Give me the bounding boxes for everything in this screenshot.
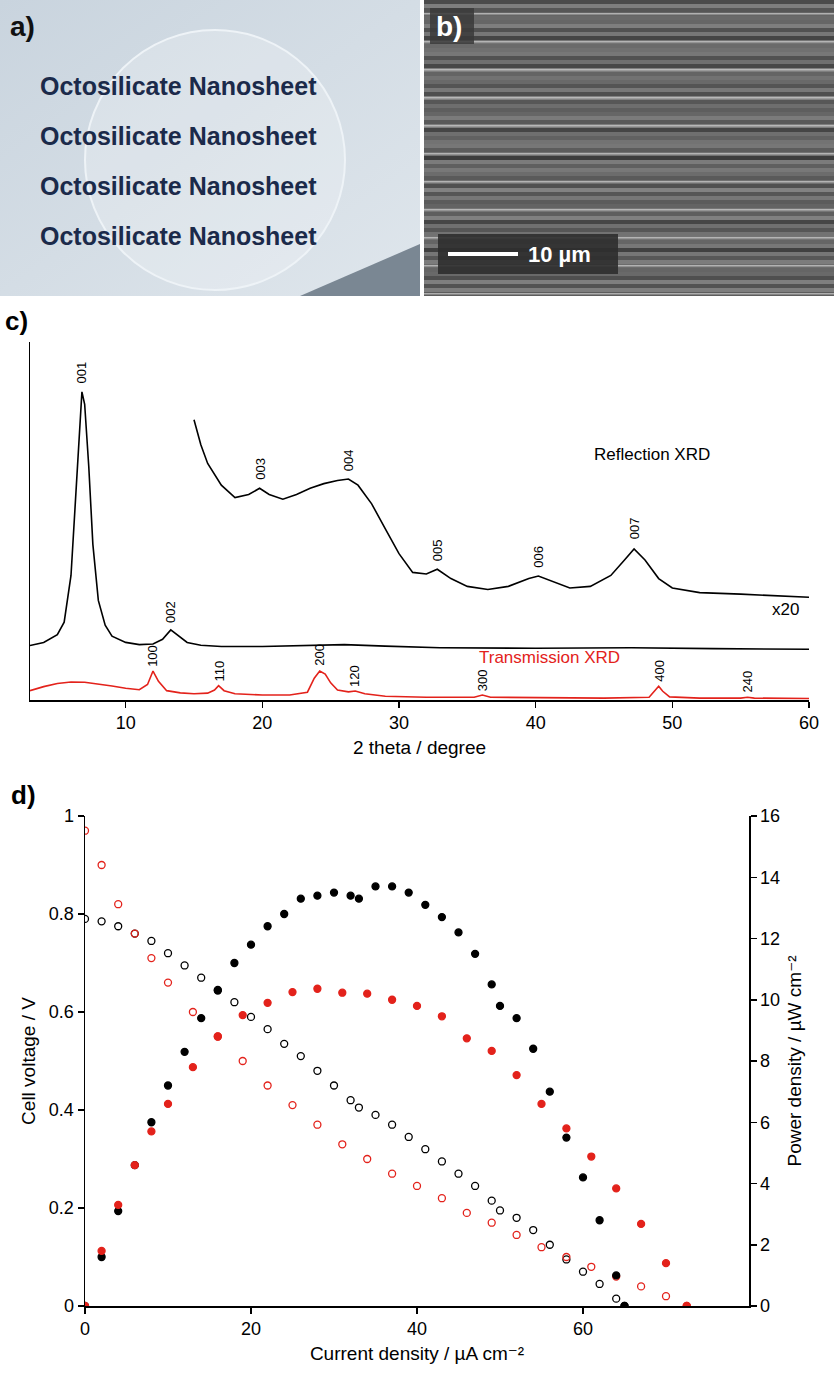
svg-text:005: 005 xyxy=(430,540,445,562)
svg-text:1: 1 xyxy=(64,806,74,826)
svg-text:0: 0 xyxy=(80,1319,90,1339)
svg-text:10 µm: 10 µm xyxy=(528,242,591,267)
svg-text:200: 200 xyxy=(312,644,327,666)
svg-text:120: 120 xyxy=(347,665,362,687)
svg-text:004: 004 xyxy=(341,449,356,471)
svg-text:007: 007 xyxy=(627,518,642,540)
svg-text:006: 006 xyxy=(531,546,546,568)
svg-text:Power density / µW cm⁻²: Power density / µW cm⁻² xyxy=(784,955,805,1166)
svg-text:Octosilicate Nanosheet: Octosilicate Nanosheet xyxy=(40,172,317,200)
svg-text:b): b) xyxy=(436,11,462,42)
svg-text:001: 001 xyxy=(74,362,89,384)
svg-text:20: 20 xyxy=(252,713,272,733)
svg-text:60: 60 xyxy=(799,713,819,733)
svg-text:400: 400 xyxy=(652,660,667,682)
svg-text:0.4: 0.4 xyxy=(49,1100,74,1120)
svg-text:Cell voltage / V: Cell voltage / V xyxy=(18,997,39,1125)
svg-text:Reflection XRD: Reflection XRD xyxy=(594,445,710,464)
svg-text:110: 110 xyxy=(212,661,227,682)
svg-text:Octosilicate Nanosheet: Octosilicate Nanosheet xyxy=(40,72,317,100)
svg-text:300: 300 xyxy=(475,670,490,692)
svg-text:Octosilicate Nanosheet: Octosilicate Nanosheet xyxy=(40,122,317,150)
svg-text:20: 20 xyxy=(241,1319,261,1339)
svg-text:0: 0 xyxy=(760,1296,770,1316)
svg-text:12: 12 xyxy=(760,929,780,949)
svg-text:50: 50 xyxy=(662,713,682,733)
svg-text:Current density / µA cm⁻²: Current density / µA cm⁻² xyxy=(310,1343,524,1364)
svg-text:0.2: 0.2 xyxy=(49,1198,74,1218)
svg-text:10: 10 xyxy=(760,990,780,1010)
svg-text:x20: x20 xyxy=(772,600,799,619)
svg-text:0: 0 xyxy=(64,1296,74,1316)
svg-text:60: 60 xyxy=(573,1319,593,1339)
svg-text:Octosilicate Nanosheet: Octosilicate Nanosheet xyxy=(40,222,317,250)
svg-text:240: 240 xyxy=(740,671,755,693)
svg-text:003: 003 xyxy=(253,458,268,480)
svg-text:8: 8 xyxy=(760,1051,770,1071)
svg-text:2: 2 xyxy=(760,1235,770,1255)
svg-text:30: 30 xyxy=(389,713,409,733)
svg-text:0.8: 0.8 xyxy=(49,904,74,924)
svg-text:40: 40 xyxy=(526,713,546,733)
svg-text:10: 10 xyxy=(116,713,136,733)
svg-text:002: 002 xyxy=(163,601,178,623)
svg-text:c): c) xyxy=(5,306,28,336)
svg-text:d): d) xyxy=(11,780,36,810)
svg-text:0.6: 0.6 xyxy=(49,1002,74,1022)
svg-text:a): a) xyxy=(10,11,35,42)
svg-text:40: 40 xyxy=(407,1319,427,1339)
svg-text:6: 6 xyxy=(760,1113,770,1133)
svg-text:2 theta / degree: 2 theta / degree xyxy=(353,737,486,758)
svg-text:4: 4 xyxy=(760,1174,770,1194)
svg-text:Transmission XRD: Transmission XRD xyxy=(479,648,620,667)
svg-text:16: 16 xyxy=(760,806,780,826)
svg-text:14: 14 xyxy=(760,868,780,888)
svg-text:100: 100 xyxy=(145,645,160,667)
